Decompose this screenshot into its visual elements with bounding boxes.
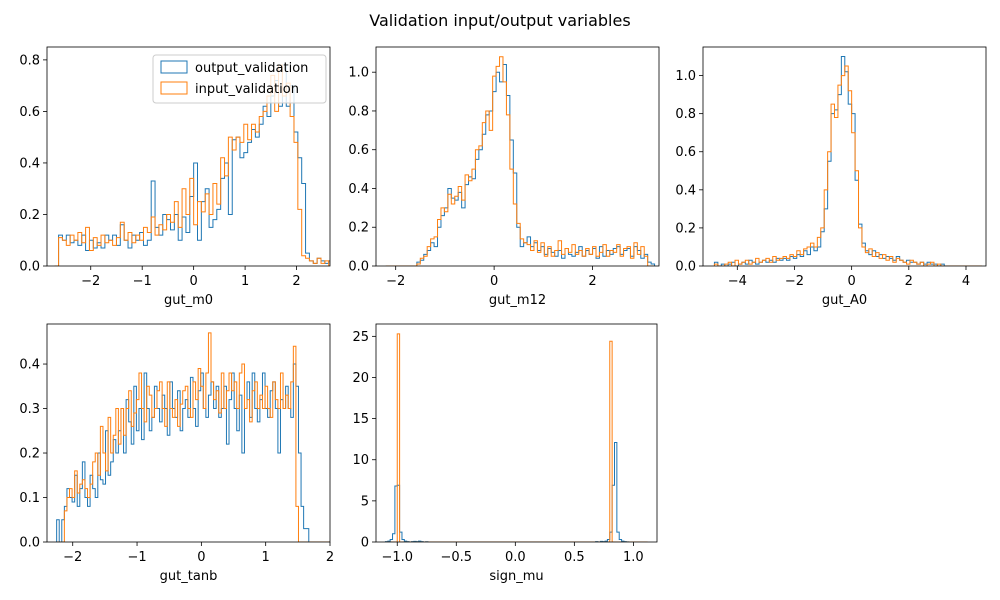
hist-input-validation [713, 65, 982, 266]
x-tick-label: 2 [905, 274, 913, 289]
hist-input-validation [56, 332, 330, 542]
axes-frame [46, 323, 331, 543]
y-tick-label: 0.8 [675, 107, 696, 122]
x-axis-label: gut_tanb [160, 569, 218, 584]
x-tick-label: −2 [785, 274, 804, 289]
axes-frame [375, 46, 660, 267]
y-tick-label: 0.0 [675, 260, 696, 275]
y-tick-label: 0.0 [19, 260, 40, 275]
legend-swatch [160, 81, 188, 95]
x-tick-label: −2 [63, 550, 82, 565]
x-tick-label: 4 [962, 274, 970, 289]
x-axis-label: gut_m12 [489, 293, 546, 308]
hist-input-validation [385, 333, 648, 542]
subplot-gut-tanb: −2 −1 0 1 2 0.0 0.1 0.2 0.3 0.4 gut_tanb [19, 323, 334, 584]
y-tick-label: 10 [352, 453, 369, 468]
x-tick-label: 1 [241, 274, 249, 289]
x-tick-label: 0 [197, 550, 205, 565]
x-tick-label: 0 [490, 274, 498, 289]
x-tick-label: 0.0 [505, 550, 526, 565]
y-tick-label: 0.1 [19, 491, 40, 506]
y-tick-label: 0.3 [19, 402, 40, 417]
y-tick-label: 5 [361, 494, 369, 509]
x-tick-label: −0.5 [440, 550, 472, 565]
legend-swatch [160, 60, 188, 74]
axes-frame [702, 46, 987, 267]
x-tick-label: 1.0 [623, 550, 644, 565]
subplot-gut-a0: −4 −2 0 2 4 0.0 0.2 0.4 0.6 0.8 1.0 gut_A0 [675, 46, 987, 308]
legend-label: output_validation [195, 61, 308, 76]
legend-box [152, 54, 327, 104]
y-tick-label: 25 [352, 330, 369, 345]
y-tick-label: 0 [361, 536, 369, 551]
hist-input-validation [54, 64, 330, 266]
subplot-sign-mu: −1.0 −0.5 0.0 0.5 1.0 0 5 10 15 20 25 sign_mu [352, 323, 658, 584]
y-tick-label: 0.8 [348, 104, 369, 119]
y-tick-label: 20 [352, 371, 369, 386]
y-tick-label: 0.6 [19, 105, 40, 120]
x-tick-label: 2 [588, 274, 596, 289]
x-tick-label: 2 [292, 274, 300, 289]
x-tick-label: −2 [81, 274, 100, 289]
figure-suptitle: Validation input/output variables [369, 11, 630, 30]
hist-input-validation [385, 56, 655, 266]
y-tick-label: 0.2 [675, 221, 696, 236]
x-axis-label: gut_m0 [164, 293, 213, 308]
y-tick-label: 0.0 [19, 536, 40, 551]
x-tick-label: −2 [386, 274, 405, 289]
x-axis-label: sign_mu [489, 569, 543, 584]
subplot-gut-m12: −2 0 2 0.0 0.2 0.4 0.6 0.8 1.0 gut_m12 [348, 46, 660, 308]
y-tick-label: 0.4 [675, 183, 696, 198]
x-tick-label: −1.0 [381, 550, 413, 565]
y-tick-label: 0.4 [19, 156, 40, 171]
x-tick-label: −1 [133, 274, 152, 289]
axes-frame [46, 46, 331, 267]
y-tick-label: 0.2 [19, 447, 40, 462]
y-tick-label: 0.2 [348, 221, 369, 236]
legend-label: input_validation [195, 82, 299, 97]
hist-output-validation [384, 441, 648, 542]
y-tick-label: 0.2 [19, 208, 40, 223]
x-tick-label: 0 [190, 274, 198, 289]
axes-frame [375, 323, 658, 543]
y-tick-label: 0.6 [675, 145, 696, 160]
x-tick-label: 0.5 [564, 550, 585, 565]
y-tick-label: 15 [352, 412, 369, 427]
x-tick-label: 0 [848, 274, 856, 289]
y-tick-label: 1.0 [675, 69, 696, 84]
y-tick-label: 0.8 [19, 53, 40, 68]
x-tick-label: −1 [127, 550, 146, 565]
subplot-gut-m0: −2 −1 0 1 2 0.0 0.2 0.4 0.6 0.8 gut_m0 output_valid… [19, 46, 331, 308]
x-axis-label: gut_A0 [822, 293, 867, 308]
y-tick-label: 0.4 [348, 182, 369, 197]
y-tick-label: 0.6 [348, 143, 369, 158]
y-tick-label: 0.0 [348, 260, 369, 275]
y-tick-label: 1.0 [348, 66, 369, 81]
y-tick-label: 0.4 [19, 358, 40, 373]
x-tick-label: 2 [326, 550, 334, 565]
x-tick-label: −4 [728, 274, 747, 289]
x-tick-label: 1 [262, 550, 270, 565]
